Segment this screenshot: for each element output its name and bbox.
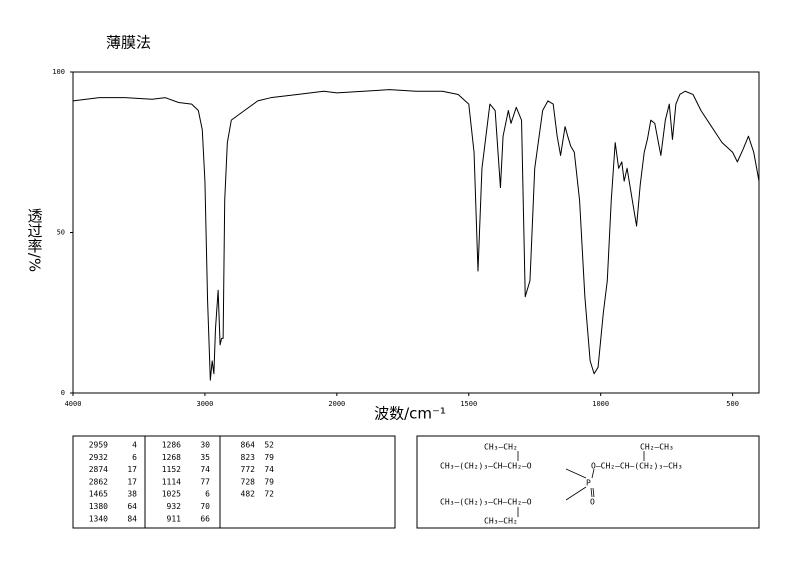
peak-cell: 30 — [200, 441, 210, 450]
x-tick-label: 3000 — [196, 400, 213, 408]
x-tick-label: 1500 — [460, 400, 477, 408]
peak-cell: 864 — [241, 441, 256, 450]
peak-cell: 74 — [200, 465, 210, 474]
peak-cell: 64 — [127, 502, 137, 511]
peak-cell: 38 — [127, 490, 137, 499]
peak-cell: 772 — [241, 465, 256, 474]
peak-cell: 2932 — [89, 453, 108, 462]
y-tick-label: 100 — [52, 68, 65, 76]
peak-cell: 1152 — [162, 465, 181, 474]
peak-cell: 52 — [264, 441, 274, 450]
peak-cell: 6 — [205, 490, 210, 499]
peak-cell: 2959 — [89, 441, 108, 450]
x-tick-label: 2000 — [328, 400, 345, 408]
structure-label: CH₃—(CH₂)₃—CH—CH₂—O — [440, 498, 532, 507]
y-axis-label: 透过率/% — [26, 208, 44, 272]
table-frame — [72, 435, 396, 529]
peak-cell: 79 — [264, 477, 274, 486]
y-tick-label: 0 — [61, 389, 65, 397]
peak-cell: 1268 — [162, 453, 181, 462]
peak-cell: 2862 — [89, 477, 108, 486]
structure-label: O—CH₂—CH—(CH₂)₃—CH₃ — [591, 462, 683, 471]
peak-cell: 72 — [264, 490, 274, 499]
peak-cell: 17 — [127, 477, 137, 486]
peak-cell: 1380 — [89, 502, 108, 511]
peak-cell: 84 — [127, 514, 137, 523]
plot-frame — [72, 71, 760, 394]
peak-cell: 1114 — [162, 477, 181, 486]
y-tick-label: 50 — [57, 229, 65, 237]
structure-label: CH₃—CH₂ — [484, 443, 518, 452]
structure-frame — [416, 435, 760, 529]
structure-label: O — [590, 498, 595, 507]
peak-cell: 66 — [200, 514, 210, 523]
peak-cell: 482 — [241, 490, 256, 499]
peak-cell: 35 — [200, 453, 210, 462]
peak-cell: 17 — [127, 465, 137, 474]
x-tick-label: 1000 — [592, 400, 609, 408]
structure-bonds — [517, 451, 645, 517]
peak-cell: 74 — [264, 465, 274, 474]
peak-cell: 6 — [132, 453, 137, 462]
peak-cell: 823 — [241, 453, 256, 462]
x-tick-label: 500 — [726, 400, 739, 408]
structure-label: P — [586, 479, 591, 488]
peak-cell: 1025 — [162, 490, 181, 499]
structure-label: CH₃—CH₂ — [484, 517, 518, 526]
peak-cell: 2874 — [89, 465, 108, 474]
structure-label: CH₂—CH₃ — [640, 443, 674, 452]
peak-cell: 79 — [264, 453, 274, 462]
x-axis-label: 波数/cm⁻¹ — [374, 405, 446, 423]
peak-cell: 1286 — [162, 441, 181, 450]
spectrum-line — [72, 89, 760, 381]
peak-cell: 1465 — [89, 490, 108, 499]
peak-cell: 77 — [200, 477, 210, 486]
peak-cell: 4 — [132, 441, 137, 450]
peak-cell: 1340 — [89, 514, 108, 523]
peak-cell: 70 — [200, 502, 210, 511]
peak-cell: 728 — [241, 477, 256, 486]
peak-cell: 911 — [167, 514, 182, 523]
chart-title: 薄膜法 — [106, 34, 151, 52]
peak-cell: 932 — [167, 502, 182, 511]
structure-label: CH₃—(CH₂)₃—CH—CH₂—O — [440, 462, 532, 471]
x-tick-label: 4000 — [65, 400, 82, 408]
